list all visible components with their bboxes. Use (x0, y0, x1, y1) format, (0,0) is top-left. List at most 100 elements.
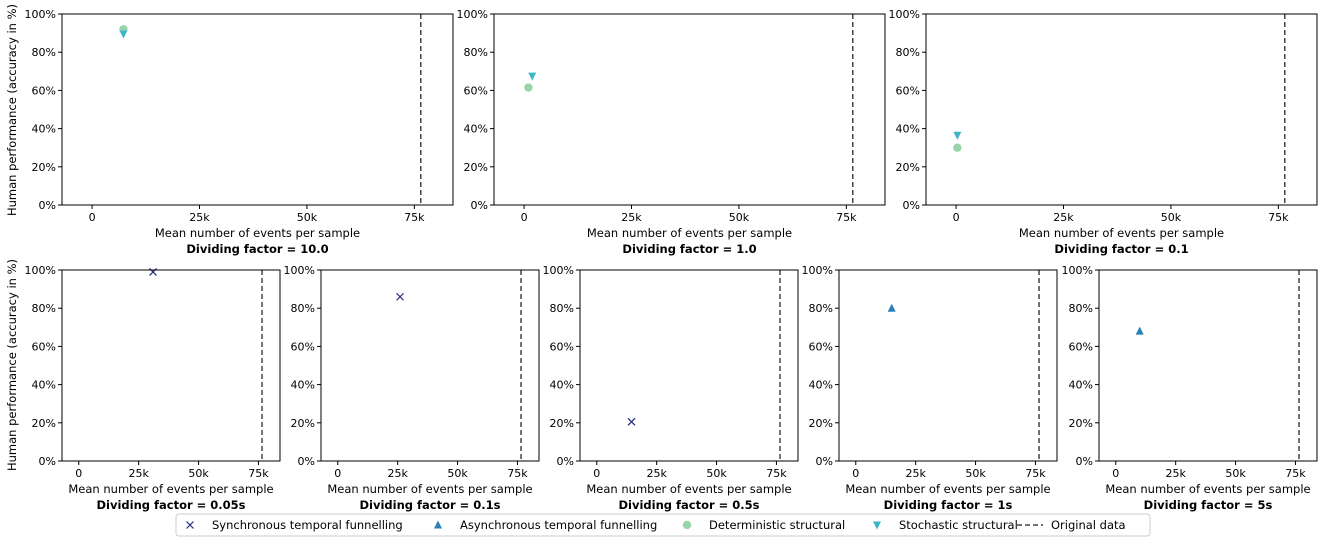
y-tick-label: 100% (1062, 264, 1093, 277)
x-tick-label: 75k (766, 467, 787, 480)
panel-subtitle: Dividing factor = 5s (1144, 498, 1273, 512)
x-tick-label: 25k (905, 467, 926, 480)
panel-8: 0% 20% 40% 60% 80% 100% 0 25k 50k 75k Mean number … (1062, 264, 1318, 512)
panel-subtitle: Dividing factor = 1s (884, 498, 1013, 512)
panel-6: 0% 20% 40% 60% 80% 100% 0 25k 50k 75k Mean number … (543, 264, 799, 512)
plot-frame (579, 269, 799, 462)
x-tick-label: 0 (852, 467, 859, 480)
x-axis-label: Mean number of events per sample (586, 482, 791, 496)
x-tick-label: 25k (1165, 467, 1186, 480)
y-tick-label: 60% (32, 340, 56, 353)
panel-3: 0% 20% 40% 60% 80% 100% 0 25k 50k 75k Mean number … (889, 8, 1318, 256)
legend-label: Stochastic structural (899, 518, 1018, 532)
panel-7: 0% 20% 40% 60% 80% 100% 0 25k 50k 75k Mean number … (802, 264, 1058, 512)
legend-label: Synchronous temporal funnelling (212, 518, 403, 532)
panels: 0% 20% 40% 60% 80% 100% 0 25k 50k 75k Mean number … (25, 8, 1318, 512)
panel-4: 0% 20% 40% 60% 80% 100% 0 25k 50k 75k Mean number … (25, 264, 281, 512)
panel-subtitle: Dividing factor = 0.5s (618, 498, 759, 512)
panel-subtitle: Dividing factor = 0.1s (359, 498, 500, 512)
legend-marker-icon (434, 520, 442, 529)
y-tick-label: 20% (464, 161, 488, 174)
y-tick-label: 20% (291, 417, 315, 430)
data-point-sync (627, 417, 636, 426)
y-tick-label: 20% (896, 161, 920, 174)
y-tick-label: 100% (25, 264, 56, 277)
y-tick-label: 80% (32, 46, 56, 59)
legend-item-sync: Synchronous temporal funnelling (186, 518, 403, 532)
x-axis-label: Mean number of events per sample (327, 482, 532, 496)
x-tick-label: 25k (387, 467, 408, 480)
y-tick-label: 100% (457, 8, 488, 21)
plot-frame (320, 269, 540, 462)
legend: Synchronous temporal funnelling Asynchron… (175, 513, 1151, 537)
x-axis-label: Mean number of events per sample (587, 226, 792, 240)
y-tick-label: 0% (39, 455, 56, 468)
y-tick-label: 0% (298, 455, 315, 468)
x-axis-label: Mean number of events per sample (845, 482, 1050, 496)
y-tick-label: 80% (550, 302, 574, 315)
x-tick-label: 50k (447, 467, 468, 480)
y-tick-label: 60% (291, 340, 315, 353)
x-tick-label: 50k (1225, 467, 1246, 480)
x-tick-label: 0 (89, 211, 96, 224)
data-point-stoch (119, 30, 128, 39)
plot-frame (838, 269, 1058, 462)
legend-item-stoch: Stochastic structural (873, 518, 1018, 532)
legend-label: Original data (1051, 518, 1126, 532)
x-tick-label: 25k (1053, 211, 1074, 224)
panel-subtitle: Dividing factor = 0.05s (96, 498, 245, 512)
data-point-det (524, 83, 533, 92)
panel-subtitle: Dividing factor = 0.1 (1054, 242, 1188, 256)
plot-frame (493, 13, 886, 206)
legend-frame (175, 513, 1151, 537)
x-tick-label: 75k (1268, 211, 1289, 224)
data-point-det (953, 143, 962, 152)
y-tick-label: 40% (464, 123, 488, 136)
legend-label: Deterministic structural (709, 518, 845, 532)
y-tick-label: 80% (1069, 302, 1093, 315)
x-tick-label: 75k (1025, 467, 1046, 480)
y-tick-label: 80% (464, 46, 488, 59)
y-tick-label: 40% (32, 123, 56, 136)
x-tick-label: 50k (188, 467, 209, 480)
x-tick-label: 75k (507, 467, 528, 480)
legend-marker-icon (873, 521, 881, 530)
y-tick-label: 20% (550, 417, 574, 430)
y-tick-label: 40% (896, 123, 920, 136)
y-tick-label: 60% (1069, 340, 1093, 353)
y-tick-label: 80% (809, 302, 833, 315)
panel-5: 0% 20% 40% 60% 80% 100% 0 25k 50k 75k Mean number … (284, 264, 540, 512)
x-tick-label: 50k (706, 467, 727, 480)
x-tick-label: 25k (646, 467, 667, 480)
y-tick-label: 40% (1069, 379, 1093, 392)
x-tick-label: 0 (953, 211, 960, 224)
legend-label: Asynchronous temporal funnelling (460, 518, 657, 532)
data-point-sync (149, 267, 157, 276)
x-tick-label: 0 (75, 467, 82, 480)
y-tick-label: 60% (896, 84, 920, 97)
y-tick-label: 0% (557, 455, 574, 468)
x-axis-label: Mean number of events per sample (1105, 482, 1310, 496)
x-tick-label: 75k (1285, 467, 1306, 480)
panel-subtitle: Dividing factor = 1.0 (622, 242, 756, 256)
data-point-async (887, 303, 896, 312)
x-axis-label: Mean number of events per sample (155, 226, 360, 240)
panel-subtitle: Dividing factor = 10.0 (186, 242, 328, 256)
panel-2: 0% 20% 40% 60% 80% 100% 0 25k 50k 75k Mean number … (457, 8, 886, 256)
y-tick-label: 80% (291, 302, 315, 315)
plot-frame (61, 13, 454, 206)
x-tick-label: 50k (729, 211, 750, 224)
x-axis-label: Mean number of events per sample (1019, 226, 1224, 240)
y-tick-label: 100% (25, 8, 56, 21)
plot-frame (61, 269, 281, 462)
plot-frame (925, 13, 1318, 206)
y-tick-label: 0% (816, 455, 833, 468)
row1-y-axis-label: Human performance (accuracy in %) (5, 4, 19, 216)
y-tick-label: 0% (903, 199, 920, 212)
y-tick-label: 60% (550, 340, 574, 353)
panel-1: 0% 20% 40% 60% 80% 100% 0 25k 50k 75k Mean number … (25, 8, 454, 256)
x-tick-label: 75k (404, 211, 425, 224)
y-tick-label: 80% (896, 46, 920, 59)
x-tick-label: 0 (334, 467, 341, 480)
y-tick-label: 20% (32, 161, 56, 174)
